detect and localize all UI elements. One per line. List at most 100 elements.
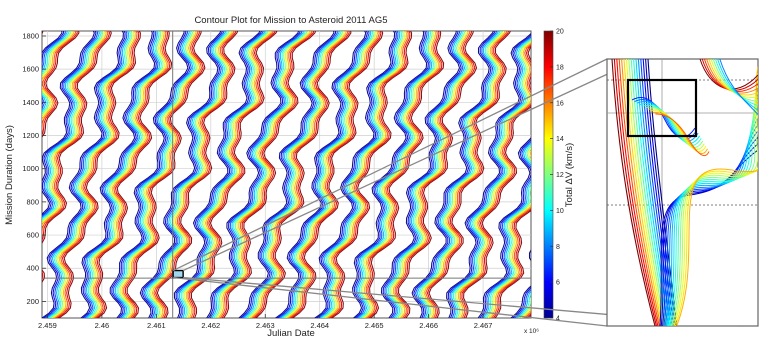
contour-line	[42, 31, 107, 227]
contour-line	[42, 31, 109, 237]
contour-line	[449, 35, 531, 318]
inset-contour-line	[671, 92, 758, 326]
inset-zoom-box	[626, 78, 698, 138]
x-tick-label: 2.463	[256, 321, 275, 330]
contour-line	[322, 31, 404, 318]
y-tick-label: 1000	[22, 164, 39, 173]
inset-contour-line	[669, 98, 758, 326]
contour-line	[153, 31, 235, 318]
y-tick-label: 200	[26, 297, 39, 306]
contour-line	[49, 31, 133, 318]
contour-line	[42, 31, 100, 219]
y-tick-label: 600	[26, 231, 39, 240]
contour-line	[83, 31, 159, 318]
contour-line	[248, 31, 345, 318]
y-tick-label: 1400	[22, 98, 39, 107]
contour-line	[42, 31, 104, 222]
contour-line	[456, 41, 531, 318]
connector-line	[173, 276, 608, 327]
contour-line	[243, 31, 340, 318]
contour-line	[85, 31, 161, 318]
contour-line	[81, 31, 157, 318]
contour-line	[463, 46, 531, 318]
inset-contour-line	[613, 59, 657, 326]
contour-line	[206, 31, 300, 318]
contour-line	[411, 31, 494, 318]
contour-line	[143, 31, 225, 318]
inset-contour-line	[717, 59, 758, 111]
x-tick-label: 2.465	[365, 321, 384, 330]
contour-line	[173, 31, 261, 318]
contour-line	[284, 31, 377, 318]
contour-line	[212, 31, 306, 318]
contour-line	[180, 31, 268, 318]
colorbar-tick-label: 20	[556, 29, 564, 36]
inset-contour-line	[719, 59, 758, 115]
x-tick-label: 2.466	[419, 321, 438, 330]
chart-title: Contour Plot for Mission to Asteroid 201…	[194, 15, 387, 26]
contour-line	[177, 31, 264, 318]
contour-line	[423, 31, 506, 318]
contour-line	[44, 31, 128, 318]
contour-line	[454, 39, 531, 318]
contour-line	[52, 31, 136, 318]
x-multiplier: x 10⁶	[524, 328, 539, 335]
contour-line	[190, 31, 278, 318]
x-tick-label: 2.467	[474, 321, 493, 330]
inset-contour-line	[642, 104, 702, 146]
contour-line	[759, 13, 763, 328]
contour-line	[451, 37, 531, 318]
contour-line	[223, 31, 317, 318]
contour-line	[42, 31, 66, 110]
contour-line	[330, 31, 413, 318]
inset-contour-line	[676, 66, 758, 326]
contour-line	[428, 31, 511, 318]
inset-contour-line	[621, 59, 662, 326]
colorbar-tick-label: 10	[556, 208, 564, 215]
contour-line	[58, 31, 141, 318]
inset-contour-line	[636, 100, 699, 142]
contour-line	[42, 31, 99, 218]
contour-line	[214, 31, 308, 318]
contour-line	[141, 31, 223, 318]
contour-line	[426, 31, 510, 318]
x-tick-label: 2.459	[38, 321, 57, 330]
contour-line	[357, 31, 433, 318]
contour-line	[42, 31, 68, 112]
contour-line	[418, 31, 501, 318]
inset-contour-line	[611, 59, 656, 326]
y-axis: 200 400 600 800 1000 1200 1400 1600 1800	[22, 31, 46, 306]
contour-line	[459, 43, 531, 318]
contour-line	[219, 31, 313, 318]
inset-contour-line	[637, 59, 672, 326]
contour-line	[278, 31, 370, 318]
inset-contour-line	[630, 59, 668, 326]
connector-line	[172, 58, 608, 272]
contour-line	[207, 31, 301, 318]
contour-line	[489, 150, 531, 318]
contour-line	[416, 31, 500, 318]
contour-line	[42, 31, 95, 215]
contour-line	[113, 31, 192, 318]
inset-contour-line	[672, 85, 758, 326]
contour-line	[384, 31, 464, 318]
y-tick-label: 800	[26, 197, 39, 206]
contour-line	[425, 31, 508, 318]
contour-line	[54, 31, 138, 318]
contour-line	[42, 31, 97, 216]
inset-contour-line	[639, 102, 701, 144]
contour-line	[369, 31, 445, 318]
contour-line	[315, 31, 397, 318]
colorbar-tick-label: 12	[556, 172, 564, 179]
contour-line	[95, 31, 171, 318]
contour-line	[421, 31, 505, 318]
x-axis-label: Julian Date	[267, 328, 315, 339]
contour-line	[452, 38, 531, 318]
contour-line	[114, 31, 194, 318]
contour-line	[238, 31, 335, 318]
contour-line	[116, 31, 196, 318]
contour-line	[216, 31, 310, 318]
x-tick-label: 2.46	[95, 321, 110, 330]
contour-line	[251, 31, 349, 318]
contour-line	[111, 31, 191, 318]
